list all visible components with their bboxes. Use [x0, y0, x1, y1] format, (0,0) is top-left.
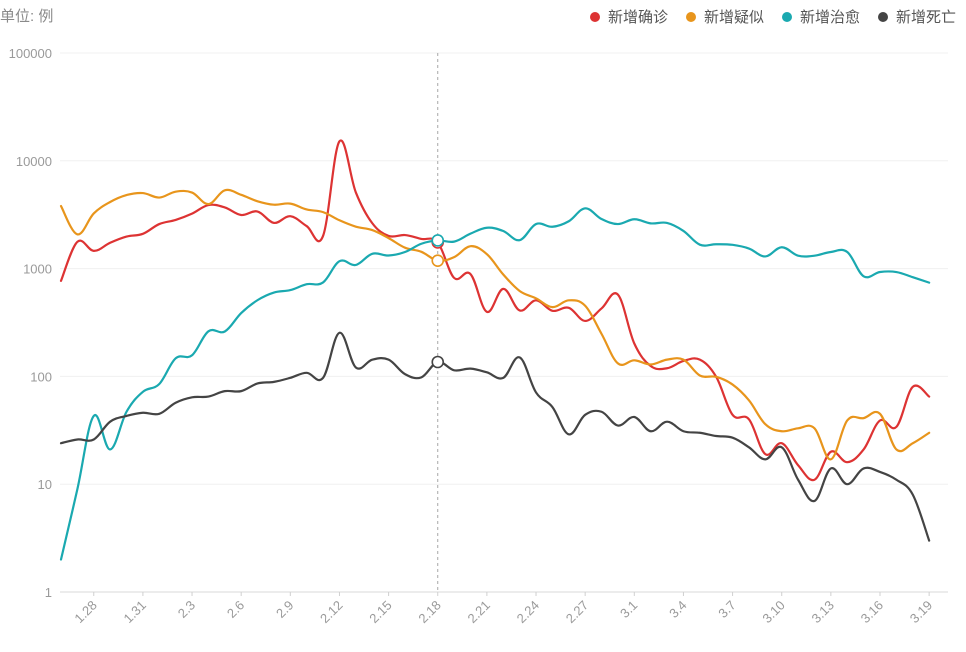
x-tick-label: 1.28	[71, 598, 100, 627]
legend-label: 新增确诊	[607, 9, 668, 26]
legend-item-3[interactable]: 新增死亡	[877, 6, 956, 27]
legend-label: 新增疑似	[703, 9, 764, 26]
x-tick-label: 2.24	[514, 598, 543, 627]
y-tick-label: 10	[38, 477, 52, 492]
x-tick-label: 3.16	[858, 598, 887, 627]
legend: 新增确诊 新增疑似 新增治愈 新增死亡	[589, 6, 956, 27]
x-tick-label: 3.19	[907, 598, 936, 627]
x-tick-label: 3.7	[715, 598, 738, 621]
x-tick-label: 3.1	[617, 598, 640, 621]
x-tick-label: 3.10	[759, 598, 788, 627]
y-tick-label: 10000	[16, 154, 52, 169]
hover-marker-2	[431, 234, 445, 247]
unit-label: 单位: 例	[0, 8, 54, 25]
y-tick-label: 1000	[23, 262, 52, 277]
x-tick-label: 2.3	[175, 598, 198, 621]
hover-marker-3	[431, 355, 445, 369]
y-tick-label: 100	[30, 369, 52, 384]
x-tick-label: 2.9	[273, 598, 296, 621]
x-tick-label: 2.15	[366, 598, 395, 627]
x-tick-label: 2.12	[317, 598, 346, 627]
x-tick-label: 2.18	[415, 598, 444, 627]
legend-label: 新增治愈	[799, 9, 860, 26]
hover-marker-1	[431, 254, 445, 267]
legend-item-1[interactable]: 新增疑似	[685, 6, 764, 27]
x-tick-label: 2.27	[563, 598, 592, 627]
legend-dot-icon	[685, 11, 696, 22]
legend-item-2[interactable]: 新增治愈	[781, 6, 860, 27]
x-tick-label: 3.13	[808, 598, 837, 627]
x-tick-label: 2.6	[224, 598, 247, 621]
y-tick-label: 1	[45, 585, 52, 600]
legend-dot-icon	[877, 11, 888, 22]
x-tick-label: 1.31	[121, 598, 150, 627]
legend-label: 新增死亡	[895, 9, 956, 26]
y-tick-label: 100000	[9, 46, 52, 61]
series-line-1	[59, 188, 931, 461]
x-tick-label: 2.21	[464, 598, 493, 627]
legend-dot-icon	[589, 11, 600, 22]
series-line-2	[59, 207, 931, 561]
legend-item-0[interactable]: 新增确诊	[589, 6, 668, 27]
series-line-3	[59, 331, 931, 542]
legend-dot-icon	[781, 11, 792, 22]
x-tick-label: 3.4	[666, 598, 689, 621]
